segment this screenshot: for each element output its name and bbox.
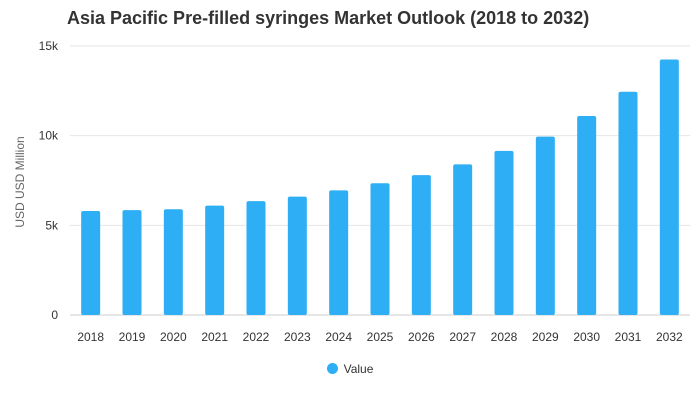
x-tick-label: 2032	[656, 330, 683, 344]
bar-2020[interactable]	[163, 209, 183, 315]
bars	[81, 59, 679, 316]
bar-2024[interactable]	[329, 190, 349, 315]
legend-marker	[326, 363, 338, 374]
bar-2030[interactable]	[577, 115, 597, 315]
bar-2022[interactable]	[246, 201, 266, 315]
x-tick-label: 2020	[160, 330, 187, 344]
legend[interactable]: Value	[0, 362, 700, 376]
x-tick-label: 2030	[573, 330, 600, 344]
y-tick-label: 10k	[39, 129, 59, 143]
x-tick-label: 2018	[77, 330, 104, 344]
bar-2028[interactable]	[494, 150, 514, 315]
bar-2031[interactable]	[618, 91, 638, 315]
bar-2019[interactable]	[122, 210, 142, 315]
bar-2027[interactable]	[453, 164, 473, 315]
y-tick-label: 5k	[45, 218, 59, 232]
x-tick-label: 2029	[532, 330, 559, 344]
x-tick-label: 2031	[615, 330, 642, 344]
x-tick-label: 2027	[449, 330, 476, 344]
bar-2023[interactable]	[287, 196, 307, 315]
x-tick-label: 2026	[408, 330, 435, 344]
bar-2029[interactable]	[535, 136, 555, 315]
bar-2026[interactable]	[411, 175, 431, 315]
y-tick-label: 0	[51, 308, 58, 322]
x-tick-label: 2024	[325, 330, 352, 344]
x-tick-label: 2028	[491, 330, 518, 344]
bar-2025[interactable]	[370, 183, 390, 315]
bar-2021[interactable]	[205, 205, 225, 315]
bar-2018[interactable]	[81, 210, 101, 315]
x-tick-label: 2019	[119, 330, 146, 344]
x-tick-label: 2023	[284, 330, 311, 344]
x-tick-label: 2021	[201, 330, 228, 344]
y-tick-label: 15k	[39, 39, 59, 53]
bar-2032[interactable]	[659, 59, 679, 316]
x-tick-label: 2025	[367, 330, 394, 344]
x-tick-label: 2022	[243, 330, 270, 344]
chart-title: Asia Pacific Pre-filled syringes Market …	[67, 8, 590, 28]
x-axis-ticks: 2018 2019 2020 2021 2022 2023 2024 2025 2026 2027…	[77, 330, 683, 344]
y-axis-ticks: 0 5k 10k 15k	[39, 39, 59, 322]
legend-label-value: Value	[343, 362, 374, 376]
